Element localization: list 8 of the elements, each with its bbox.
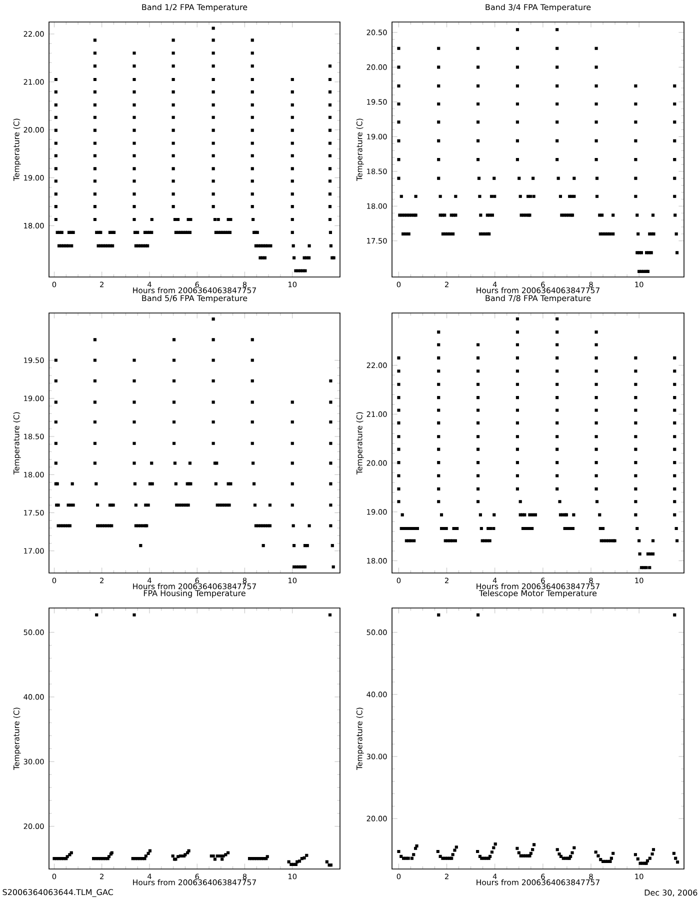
chart-title: Band 5/6 FPA Temperature (142, 294, 248, 303)
chart-title: Band 3/4 FPA Temperature (486, 4, 591, 12)
text: Dec 30, 2006 (644, 890, 698, 896)
chart-title: Telescope Motor Temperature (479, 590, 597, 598)
chart-title: FPA Housing Temperature (144, 590, 246, 598)
chart-title: Band 7/8 FPA Temperature (486, 294, 591, 303)
text: S2006364063644.TLM_GAC (2, 889, 113, 897)
chart-title: Band 1/2 FPA Temperature (142, 4, 248, 12)
